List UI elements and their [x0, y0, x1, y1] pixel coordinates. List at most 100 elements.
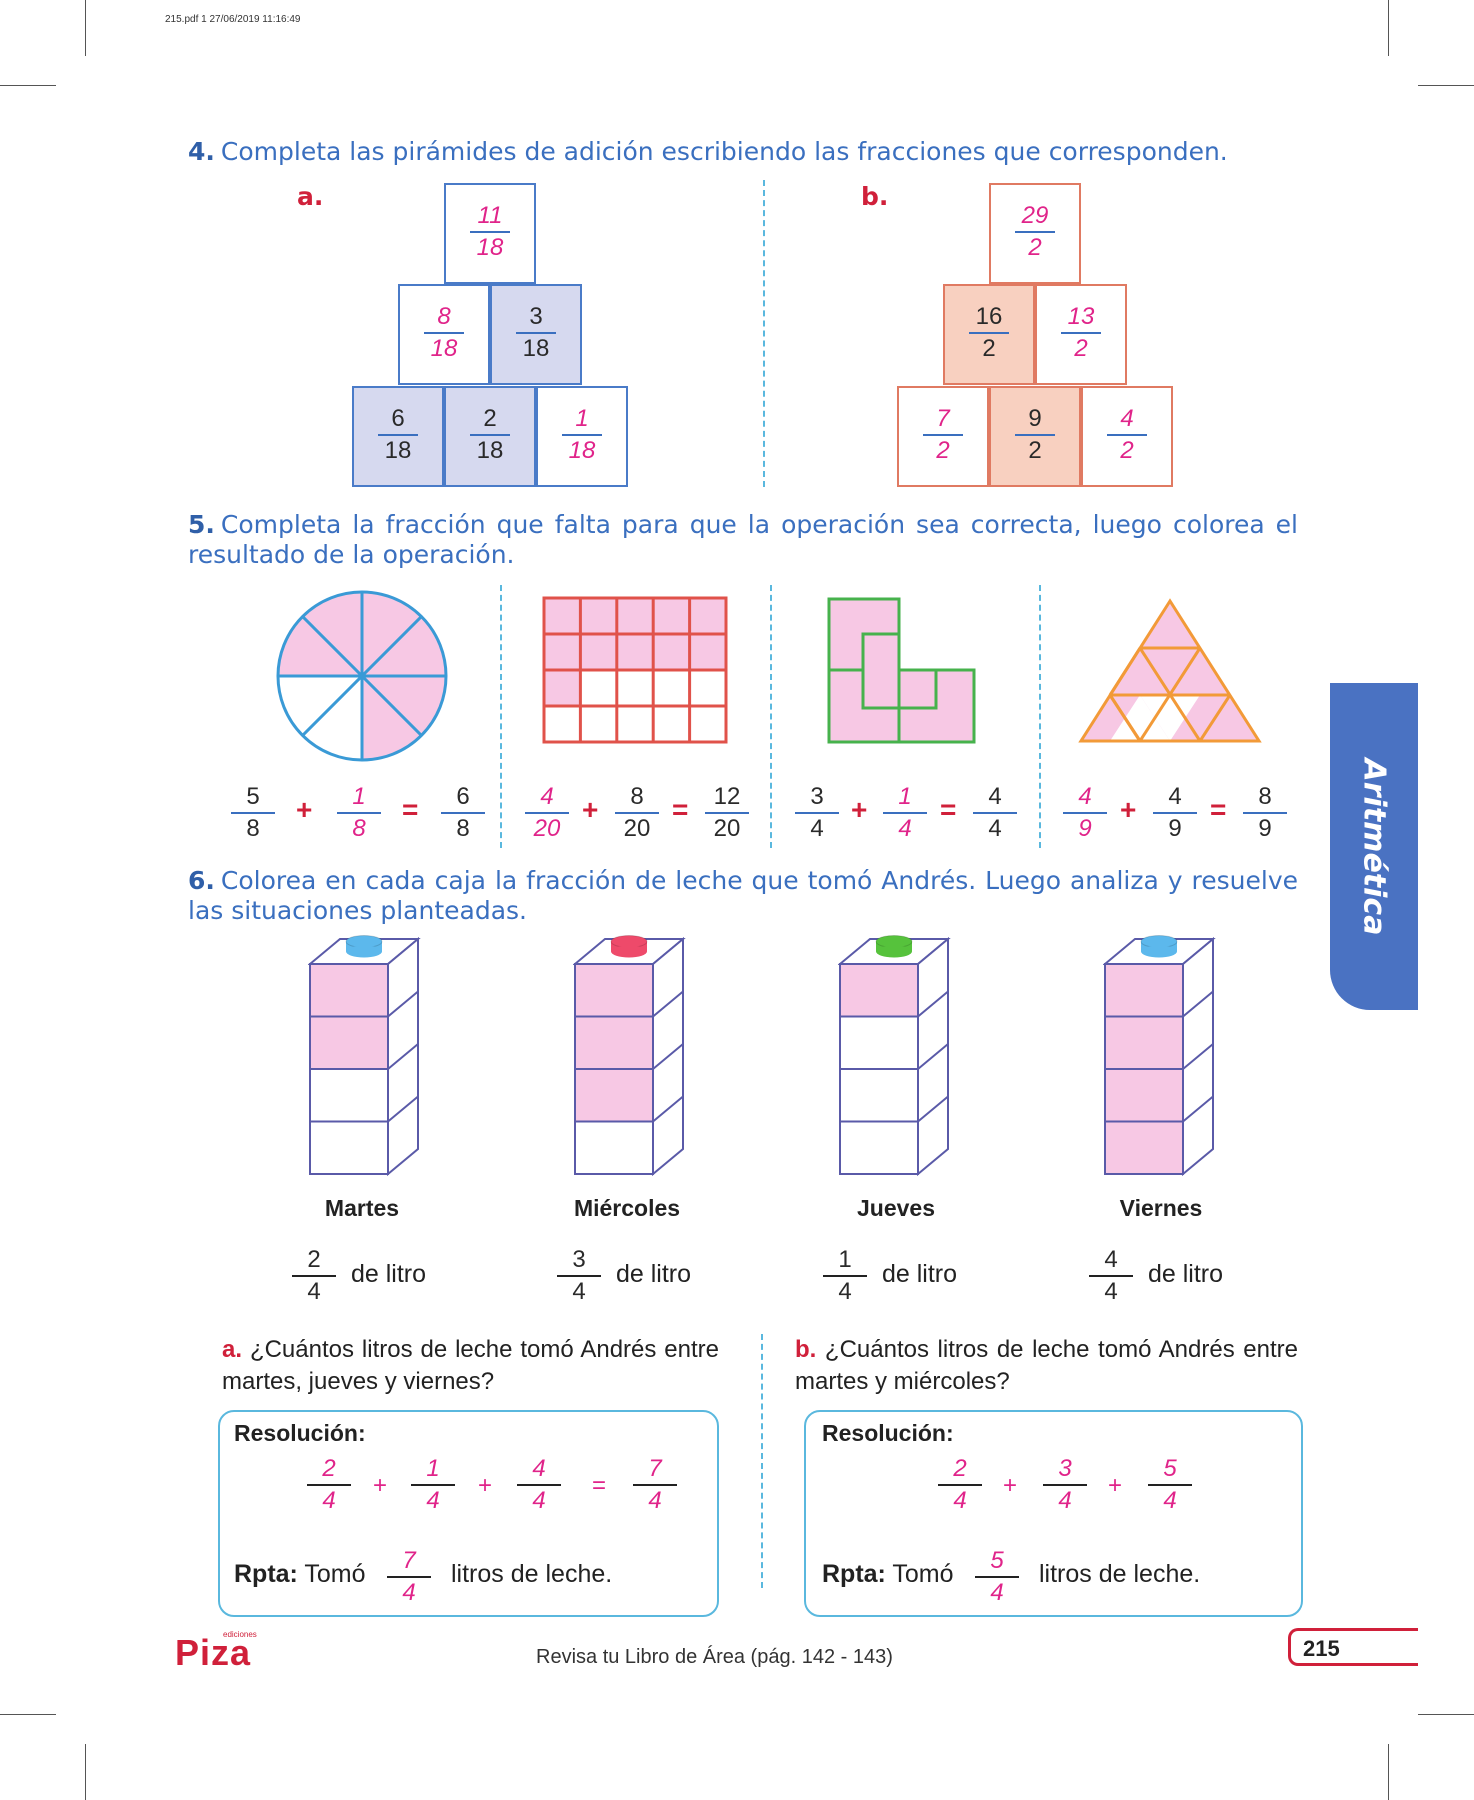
eq2-term-a: 4 20	[522, 782, 572, 844]
q5-divider-2	[770, 585, 772, 848]
milk-box-side-divider	[1182, 990, 1214, 1018]
q6b-letter: b.	[795, 1336, 817, 1363]
crop-mark	[1388, 0, 1389, 56]
q6b-resolution-box	[804, 1410, 1303, 1617]
equals-sign: =	[1210, 794, 1227, 825]
plus-sign: +	[851, 794, 868, 825]
circle-eighths	[276, 590, 448, 762]
footer-review-text: Revisa tu Libro de Área (pág. 142 - 143)	[536, 1646, 893, 1668]
q5-instruction: 5. Completa la fracción que falta para qu…	[188, 510, 1298, 569]
l-shape-quarters	[827, 597, 976, 744]
pyramid-b-mid-right	[1035, 284, 1127, 385]
crop-mark	[1418, 85, 1474, 86]
pyr-a-bot-left-frac: 6 18	[376, 404, 420, 466]
pyr-b-mid-left-frac: 16 2	[967, 302, 1011, 364]
pyr-a-top-frac: 11 18	[468, 201, 512, 263]
pyramid-b-bot-mid	[989, 386, 1081, 487]
q6b-answer: Rpta: Tomó	[822, 1560, 954, 1588]
milk-box-empty-segment	[309, 1068, 389, 1123]
q6b-answer-unit: litros de leche.	[1039, 1560, 1201, 1588]
crop-mark	[85, 0, 86, 56]
pyr-b-top-frac: 29 2	[1013, 201, 1057, 263]
pyramid-a-mid-right	[490, 284, 582, 385]
equals-sign: =	[592, 1472, 607, 1499]
milk-box-filled-segment	[839, 963, 919, 1018]
pyr-a-bot-mid-frac: 2 18	[468, 404, 512, 466]
pyramid-a-bot-mid	[444, 386, 536, 487]
eq2-term-b: 8 20	[612, 782, 662, 844]
pyramid-a-top	[444, 183, 536, 284]
crop-mark	[1388, 1744, 1389, 1800]
milk-box-side-divider	[652, 990, 684, 1018]
pyramid-b-bot-left	[897, 386, 989, 487]
q6-number: 6.	[188, 866, 215, 895]
day-label-jueves: Jueves	[856, 1195, 935, 1221]
milk-box-empty-segment	[839, 1068, 919, 1123]
milk-box-empty-segment	[574, 1120, 654, 1175]
triangle-unfilled-2	[1110, 695, 1170, 741]
q5-number: 5.	[188, 510, 215, 539]
section-side-tab: Aritmética	[1330, 683, 1418, 1010]
milk-box-side-divider	[652, 1043, 684, 1070]
milk-box-martes	[308, 935, 421, 1177]
milk-box-jueves	[838, 935, 951, 1177]
martes-unit: de litro	[351, 1260, 427, 1288]
jueves-unit: de litro	[882, 1260, 958, 1288]
bottle-cap-base	[611, 945, 647, 958]
milk-box-filled-segment	[1104, 1015, 1184, 1070]
publisher-logo-small: ediciones	[223, 1630, 257, 1639]
milk-box-side-divider	[917, 990, 949, 1018]
pyr-a-mid-right-frac: 3 18	[514, 302, 558, 364]
bottle-cap-base	[876, 945, 912, 958]
pyramid-a-bot-right	[536, 386, 628, 487]
milk-box-side-divider	[387, 990, 419, 1018]
pyramid-a-mid-left	[398, 284, 490, 385]
eq2-result: 12 20	[702, 782, 752, 844]
page-number-tab: 215	[1288, 1628, 1418, 1666]
pyramid-b-bot-right	[1081, 386, 1173, 487]
triangle-ninths	[1078, 598, 1262, 743]
day-label-martes: Martes	[324, 1195, 400, 1221]
crop-mark	[0, 85, 56, 86]
milk-box-filled-segment	[309, 1015, 389, 1070]
bottle-cap-base	[1141, 945, 1177, 958]
milk-box-filled-segment	[574, 963, 654, 1018]
q6-divider	[761, 1334, 763, 1588]
milk-box-empty-segment	[839, 1120, 919, 1175]
milk-box-side-divider	[387, 1043, 419, 1070]
q4-instruction: 4. Completa las pirámides de adición escr…	[188, 137, 1228, 166]
triangle-filled	[1081, 601, 1259, 741]
day-label-miercoles: Miércoles	[573, 1195, 681, 1221]
pdf-header: 215.pdf 1 27/06/2019 11:16:49	[165, 14, 301, 25]
milk-box-filled-segment	[1104, 1068, 1184, 1123]
milk-box-side-divider	[917, 1095, 949, 1123]
day-label-viernes: Viernes	[1119, 1195, 1203, 1221]
q6a-answer-unit: litros de leche.	[451, 1560, 613, 1588]
publisher-logo-text: Piza	[175, 1632, 252, 1673]
milk-box-miercoles	[573, 935, 686, 1177]
grid-twentieths	[542, 596, 728, 744]
equals-sign: =	[940, 794, 957, 825]
q6b-question: b. ¿Cuántos litros de leche tomó Andrés …	[795, 1336, 1299, 1395]
q6b-resolution-label: Resolución:	[822, 1420, 954, 1446]
q4-number: 4.	[188, 137, 215, 166]
pyr-b-mid-right-frac: 13 2	[1059, 302, 1103, 364]
milk-box-filled-segment	[574, 1015, 654, 1070]
milk-box-empty-segment	[309, 1120, 389, 1175]
